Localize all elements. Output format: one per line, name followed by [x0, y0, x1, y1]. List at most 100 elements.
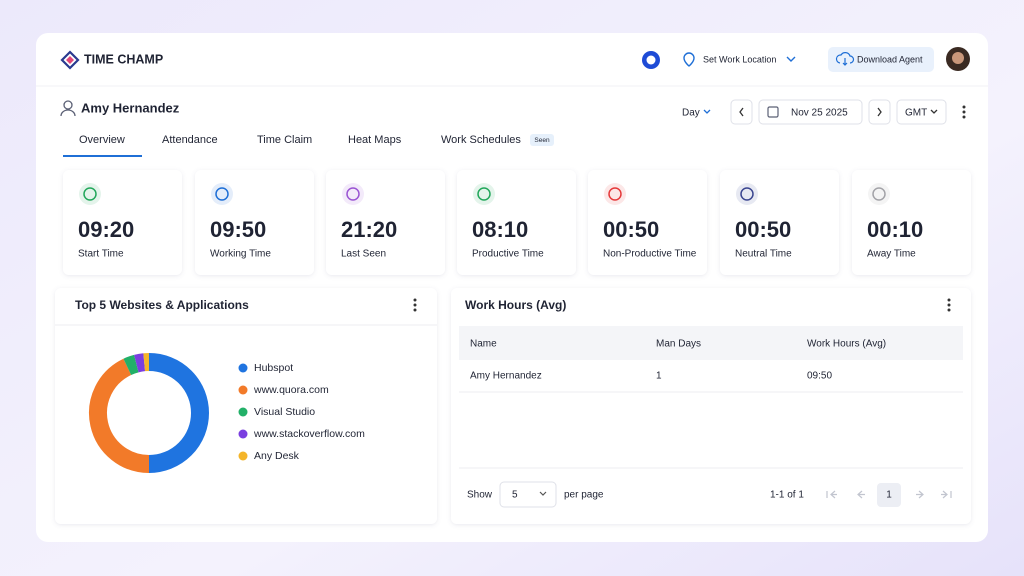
legend-swatch: [238, 385, 248, 395]
stat-icon: [215, 187, 229, 201]
stat-icon-bg: [868, 183, 890, 205]
table-header-bg: [459, 326, 963, 360]
user-icon: [63, 100, 73, 110]
download-icon: [835, 52, 855, 66]
stat-value: 09:20: [78, 217, 134, 242]
legend-label: Hubspot: [254, 362, 293, 374]
user-name: Amy Hernandez: [81, 100, 180, 115]
stat-label: Neutral Time: [735, 249, 792, 260]
legend-label: Visual Studio: [254, 406, 315, 418]
stat-card: [326, 170, 445, 275]
stat-label: Away Time: [867, 249, 916, 260]
page-size-chevron: [539, 491, 547, 496]
prev-page[interactable]: [857, 490, 865, 499]
stat-value: 00:10: [867, 217, 923, 242]
stat-value: 08:10: [472, 217, 528, 242]
stat-icon: [83, 187, 97, 201]
stat-value: 21:20: [341, 217, 397, 242]
stat-card: [852, 170, 971, 275]
legend-label: Any Desk: [254, 450, 300, 462]
stat-value: 00:50: [735, 217, 791, 242]
stat-icon-bg: [473, 183, 495, 205]
timezone-select[interactable]: [896, 99, 947, 125]
table-cell: 1: [656, 371, 662, 382]
stat-label: Last Seen: [341, 249, 386, 260]
stat-card: [63, 170, 182, 275]
stat-icon: [608, 187, 622, 201]
download-button[interactable]: [828, 47, 934, 72]
donut-segment[interactable]: [148, 353, 209, 473]
work-hours-menu[interactable]: [947, 298, 951, 312]
table-cell: 09:50: [807, 371, 832, 382]
tab: Overview: [79, 134, 125, 146]
stat-card: [720, 170, 839, 275]
stat-icon: [346, 187, 360, 201]
more-menu[interactable]: [962, 105, 966, 119]
location-chevron[interactable]: [786, 56, 796, 62]
set-location: Set Work Location: [703, 54, 776, 64]
date-picker[interactable]: [758, 99, 863, 125]
stat-value: 09:50: [210, 217, 266, 242]
last-page[interactable]: [941, 490, 952, 499]
range-chevron[interactable]: [703, 109, 711, 114]
current-page-box[interactable]: [877, 483, 901, 507]
user-icon-body: [60, 109, 76, 117]
stat-icon: [477, 187, 491, 201]
badge: Seen: [534, 137, 550, 144]
location-icon: [683, 52, 695, 67]
logo-icon: [60, 50, 80, 70]
current-page: 1: [886, 490, 892, 501]
legend-swatch: [238, 451, 248, 461]
stat-icon-bg: [211, 183, 233, 205]
timezone-chevron: [930, 109, 938, 114]
table-header: Name: [470, 339, 497, 350]
table-header: Man Days: [656, 339, 701, 350]
stat-icon-bg: [736, 183, 758, 205]
tab: Work Schedules: [441, 134, 521, 146]
legend-swatch: [238, 407, 248, 417]
legend-swatch: [238, 363, 248, 373]
date: Nov 25 2025: [791, 108, 848, 119]
legend-label: www.stackoverflow.com: [253, 428, 365, 440]
stat-label: Non-Productive Time: [603, 249, 697, 260]
stat-card: [195, 170, 314, 275]
websites-panel: [55, 288, 437, 524]
next-page[interactable]: [916, 490, 924, 499]
tab: Heat Maps: [348, 134, 402, 146]
avatar-face: [952, 52, 964, 64]
page-size-select[interactable]: [499, 481, 557, 508]
table-title: Work Hours (Avg): [465, 298, 566, 312]
prev-day-button[interactable]: [730, 99, 753, 125]
prev-day-icon: [739, 107, 744, 117]
stat-label: Productive Time: [472, 249, 544, 260]
chart-title: Top 5 Websites & Applications: [75, 298, 249, 312]
page-size: 5: [512, 490, 518, 501]
websites-menu[interactable]: [413, 298, 417, 312]
per-page: per page: [564, 490, 604, 501]
legend-label: www.quora.com: [253, 384, 329, 396]
sync-icon-inner: [646, 55, 656, 65]
show-label: Show: [467, 490, 493, 501]
stat-card: [588, 170, 707, 275]
stat-card: [457, 170, 576, 275]
donut-segment[interactable]: [123, 354, 139, 376]
donut-segment[interactable]: [89, 358, 150, 473]
timezone: GMT: [905, 108, 927, 119]
tab: Time Claim: [257, 134, 312, 146]
table-header: Work Hours (Avg): [807, 339, 886, 350]
first-page[interactable]: [826, 490, 837, 499]
stat-label: Start Time: [78, 249, 124, 260]
stat-icon: [872, 187, 886, 201]
stat-icon-bg: [604, 183, 626, 205]
stat-icon-bg: [79, 183, 101, 205]
stat-icon: [740, 187, 754, 201]
badge-bg: [530, 134, 554, 146]
next-day-icon: [877, 107, 882, 117]
next-day-button[interactable]: [868, 99, 891, 125]
range-label: 1-1 of 1: [770, 490, 804, 501]
table-cell: Amy Hernandez: [470, 371, 542, 382]
stat-label: Working Time: [210, 249, 271, 260]
donut-segment[interactable]: [134, 353, 146, 373]
